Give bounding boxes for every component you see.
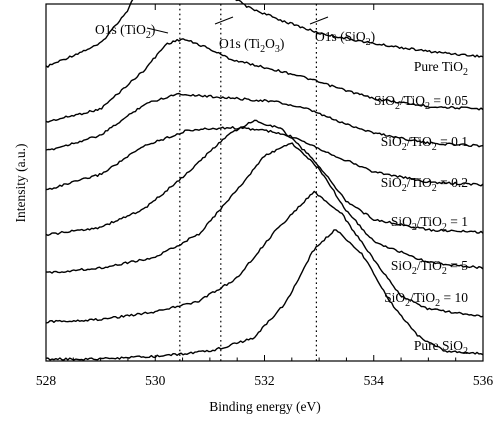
series-label-sio2-tio2-0-05: SiO2/TiO2 = 0.05 — [374, 93, 468, 112]
series-label-pure-tio2: Pure TiO2 — [414, 59, 468, 78]
peak-label-1: O1s (TiO2) — [95, 22, 155, 41]
spectrum-sio2-tio2-0-2 — [45, 126, 484, 191]
peak-arrow-1 — [146, 27, 169, 34]
y-axis-title: Intensity (a.u.) — [13, 143, 28, 222]
series-label-sio2-tio2-10: SiO2/TiO2 = 10 — [384, 290, 468, 309]
spectrum-sio2-tio2-10 — [45, 190, 484, 324]
x-tick-label-536: 536 — [473, 373, 494, 388]
x-tick-label-534: 534 — [364, 373, 385, 388]
x-axis-title: Binding energy (eV) — [209, 399, 320, 414]
peak-arrow-3 — [309, 16, 329, 25]
series-label-sio2-tio2-0-2: SiO2/TiO2 = 0.2 — [381, 175, 468, 194]
spectrum-sio2-tio2-0-1 — [45, 92, 484, 151]
series-label-pure-sio2: Pure SiO2 — [414, 338, 468, 357]
peak-label-2: O1s (Ti2O3) — [219, 36, 284, 55]
peak-label-3: O1s (SiO2) — [315, 29, 375, 48]
spectrum-pure-sio2 — [45, 229, 484, 361]
x-tick-label-528: 528 — [36, 373, 57, 388]
spectrum-sio2-tio2-0-05 — [45, 38, 484, 123]
spectrum-pure-tio2 — [45, 0, 484, 68]
x-tick-label-530: 530 — [145, 373, 166, 388]
series-label-sio2-tio2-1: SiO2/TiO2 = 1 — [391, 214, 468, 233]
spectrum-sio2-tio2-5 — [45, 142, 484, 274]
spectrum-sio2-tio2-1 — [45, 119, 484, 237]
x-tick-label-532: 532 — [254, 373, 274, 388]
series-label-sio2-tio2-5: SiO2/TiO2 = 5 — [391, 258, 468, 277]
series-label-sio2-tio2-0-1: SiO2/TiO2 = 0.1 — [381, 134, 468, 153]
peak-arrow-2 — [214, 16, 234, 25]
